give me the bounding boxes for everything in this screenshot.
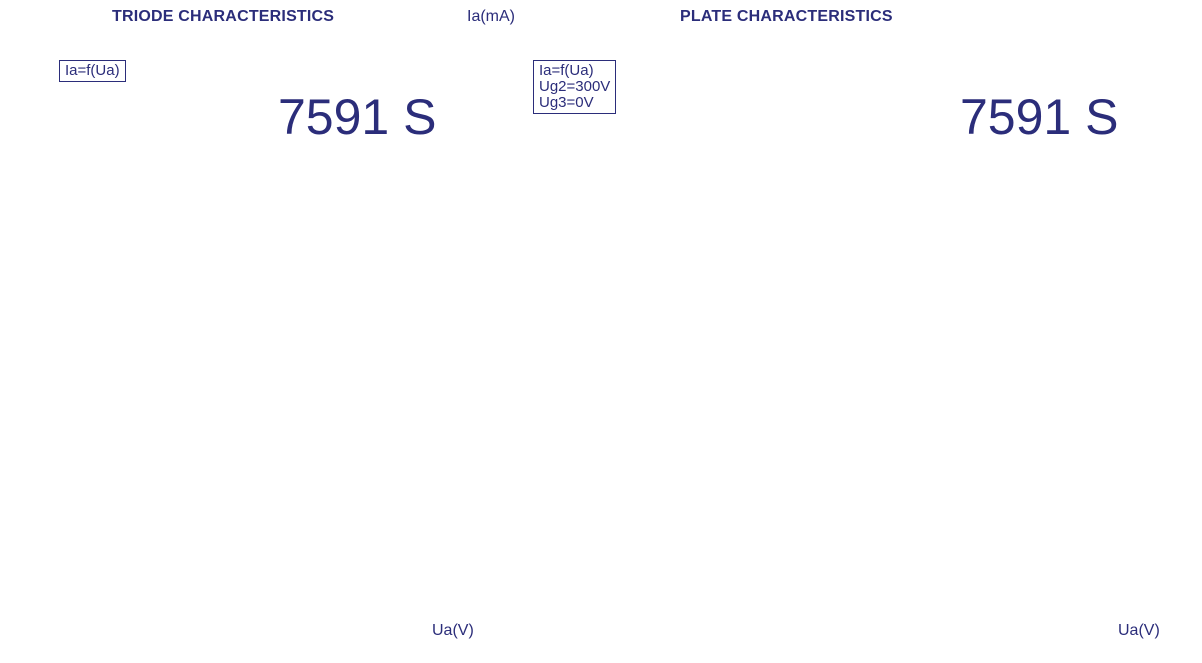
plate-x-tick-label: 300 bbox=[875, 597, 902, 614]
plate-series-line bbox=[512, 393, 1126, 582]
triode-series-label: -30V bbox=[430, 495, 464, 512]
plate-series-label-bg bbox=[922, 188, 952, 206]
plate-series-label-bg bbox=[1138, 514, 1177, 532]
triode-series-label-bg bbox=[436, 534, 475, 552]
plate-series-line bbox=[512, 480, 1126, 582]
triode-series-label-bg bbox=[414, 334, 454, 352]
triode-series-label: -10V bbox=[313, 258, 347, 275]
plate-series-label: -14V bbox=[1078, 465, 1112, 482]
plate-x-tick-label: 200 bbox=[750, 597, 777, 614]
plate-legend-line-2: Ug2=300V bbox=[539, 78, 611, 95]
triode-series-label-bg bbox=[266, 194, 297, 212]
plate-x-tick-label: 0 bbox=[509, 597, 518, 614]
triode-x-tick-label: 300 bbox=[280, 597, 307, 614]
plate-series-line bbox=[512, 546, 1126, 582]
plate-series-label: Ug1=0V bbox=[808, 79, 867, 96]
y-tick-label: 40 bbox=[489, 441, 507, 458]
triode-series-line bbox=[132, 280, 332, 582]
plate-series-label-bg bbox=[1059, 268, 1089, 286]
triode-series-line bbox=[84, 217, 284, 582]
plate-series-label: -20V bbox=[1140, 554, 1174, 571]
y-tick-label: 140 bbox=[480, 108, 507, 125]
plate-series-line bbox=[512, 446, 1126, 582]
y-tick-label: 160 bbox=[480, 41, 507, 58]
plate-legend: Ia=f(Ua) Ug2=300V Ug3=0V bbox=[533, 60, 617, 114]
plate-series-label: -6V bbox=[1062, 268, 1087, 285]
triode-series-label: -15V bbox=[363, 298, 397, 315]
triode-x-axis-label: Ua(V) bbox=[432, 622, 474, 639]
plate-tube-model: 7591 S bbox=[960, 89, 1119, 145]
triode-series-line bbox=[278, 440, 450, 582]
plate-series-label-bg bbox=[1084, 314, 1114, 332]
y-tick-label: 100 bbox=[480, 241, 507, 258]
triode-series-line bbox=[312, 516, 450, 582]
plate-series-label-bg bbox=[1138, 554, 1177, 572]
y-tick-label: 0 bbox=[498, 574, 507, 591]
triode-title: TRIODE CHARACTERISTICS bbox=[112, 8, 335, 25]
triode-series-label-bg bbox=[310, 258, 349, 276]
triode-series-label: -20V bbox=[417, 335, 451, 352]
plate-series-line bbox=[512, 563, 1139, 582]
plate-series-line bbox=[512, 247, 1020, 582]
triode-legend-line: Ia=f(Ua) bbox=[65, 62, 120, 79]
plate-series-line bbox=[512, 97, 907, 582]
triode-series-label-bg bbox=[361, 298, 400, 316]
triode-series-label: -35V bbox=[438, 535, 472, 552]
plate-series-label-bg bbox=[806, 78, 870, 96]
triode-series-line bbox=[181, 320, 383, 582]
plate-series-label: -16V bbox=[1140, 514, 1174, 531]
plate-series-label-bg bbox=[1075, 464, 1114, 482]
triode-x-tick-label: 0 bbox=[31, 597, 40, 614]
plate-series-label: -12V bbox=[1078, 425, 1112, 442]
plate-series-label-bg bbox=[1125, 537, 1164, 555]
triode-series-label-bg bbox=[427, 418, 466, 436]
y-axis-label: Ia(mA) bbox=[467, 8, 515, 25]
triode-x-tick-label: 100 bbox=[108, 597, 135, 614]
triode-series-line bbox=[231, 357, 437, 582]
triode-series-line bbox=[34, 143, 239, 582]
triode-series-label-bg bbox=[427, 494, 466, 512]
plate-series-line bbox=[512, 290, 1101, 582]
triode-series-label: -25V bbox=[430, 418, 464, 435]
y-tick-label: 60 bbox=[489, 374, 507, 391]
plate-series-label-bg bbox=[978, 224, 1008, 242]
triode-tube-model: 7591 S bbox=[278, 89, 437, 145]
y-tick-label: 20 bbox=[489, 507, 507, 524]
plate-series-label: -10V bbox=[1078, 371, 1112, 388]
plate-series-label: -4V bbox=[980, 225, 1005, 242]
plate-legend-line-3: Ug3=0V bbox=[539, 94, 594, 111]
plate-title: PLATE CHARACTERISTICS bbox=[680, 8, 893, 25]
triode-series-label-bg bbox=[176, 113, 240, 131]
plate-series-label-bg bbox=[1075, 424, 1114, 442]
plate-series-label: -2V bbox=[924, 188, 949, 205]
plate-x-tick-label: 400 bbox=[1000, 597, 1027, 614]
plate-series-label: -8V bbox=[1087, 315, 1112, 332]
plate-series-line bbox=[512, 337, 1126, 582]
triode-series-label: -5V bbox=[269, 195, 294, 212]
plate-legend-line-1: Ia=f(Ua) bbox=[539, 62, 594, 79]
plate-series-line bbox=[512, 210, 964, 582]
triode-series-label: Ug1=0V bbox=[178, 114, 237, 131]
triode-legend: Ia=f(Ua) bbox=[59, 60, 126, 82]
plate-series-label-bg bbox=[1075, 371, 1114, 389]
triode-x-tick-label: 400 bbox=[366, 597, 393, 614]
triode-x-tick-label: 500 bbox=[453, 597, 480, 614]
plate-series-line bbox=[512, 506, 1139, 582]
plate-series-label: -18V bbox=[1128, 538, 1162, 555]
triode-x-tick-label: 200 bbox=[194, 597, 221, 614]
plate-x-tick-label: 500 bbox=[1125, 597, 1152, 614]
plate-x-axis-label: Ua(V) bbox=[1118, 622, 1160, 639]
y-tick-label: 80 bbox=[489, 308, 507, 325]
plate-x-tick-label: 100 bbox=[625, 597, 652, 614]
y-tick-label: 120 bbox=[480, 174, 507, 191]
triode-series-line bbox=[381, 556, 458, 582]
